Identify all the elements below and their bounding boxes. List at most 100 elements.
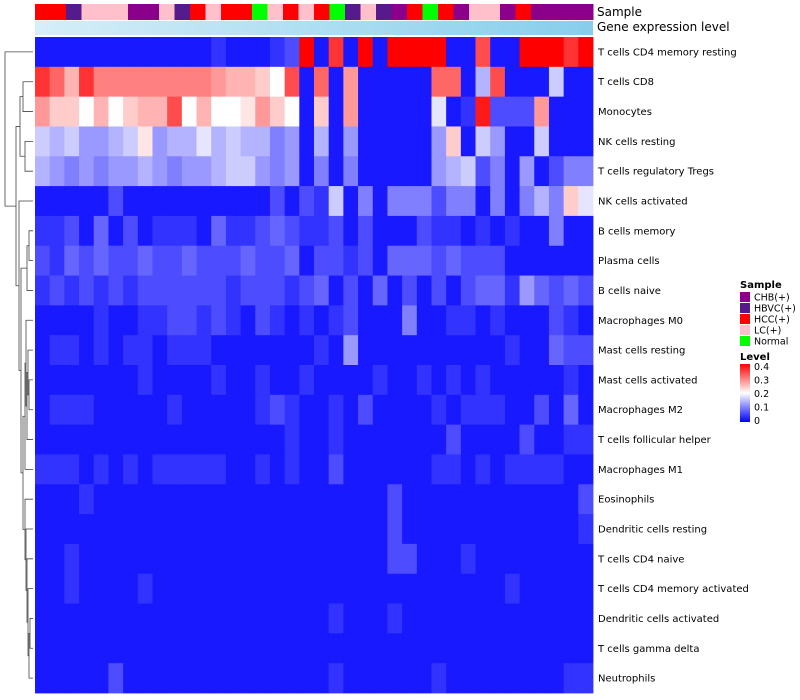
heatmap-cell [284, 215, 300, 247]
heatmap-cell [314, 96, 330, 127]
heatmap-cell [108, 66, 124, 98]
heatmap-cell [563, 573, 579, 604]
heatmap-cell [240, 484, 256, 515]
heatmap-cell [196, 603, 212, 634]
heatmap-cell [387, 454, 403, 485]
heatmap-cell [372, 424, 388, 455]
heatmap-cell [402, 335, 418, 366]
heatmap-cell [446, 394, 462, 426]
sample-legend: Sample CHB(+)HBVC(+)HCC(+)LC(+)Normal [740, 280, 796, 348]
heatmap-cell [299, 66, 315, 98]
heatmap-cell [240, 603, 256, 634]
heatmap-cell [372, 245, 388, 276]
heatmap-cell [314, 663, 330, 694]
row-label: T cells regulatory Tregs [597, 167, 714, 178]
heatmap-cell [35, 245, 51, 276]
heatmap-cell [343, 543, 359, 575]
heatmap-cell [314, 543, 330, 575]
heatmap-cell [255, 275, 271, 306]
heatmap-cell [269, 424, 286, 455]
heatmap-cell [519, 633, 535, 664]
heatmap-cell [328, 335, 344, 366]
heatmap-cell [519, 514, 535, 545]
heatmap-cell [211, 96, 227, 127]
heatmap-cell [79, 424, 95, 455]
heatmap-cell [35, 633, 51, 664]
heatmap-cell [314, 633, 330, 664]
heatmap-cell [167, 186, 183, 217]
heatmap-cell [534, 543, 550, 575]
heatmap-cell [299, 573, 315, 604]
heatmap-cell [475, 37, 491, 68]
heatmap-cell [519, 484, 535, 515]
heatmap-cell [137, 633, 153, 664]
heatmap-cell [79, 245, 95, 276]
heatmap-cell [240, 37, 256, 68]
row-label: B cells naive [598, 286, 661, 297]
heatmap-cell [93, 514, 109, 545]
heatmap-cell [49, 663, 65, 694]
heatmap-cell [93, 543, 109, 575]
heatmap-cell [196, 365, 212, 396]
heatmap-cell [64, 484, 80, 515]
heatmap-cell [446, 543, 462, 575]
heatmap-cell [475, 424, 491, 455]
heatmap-cell [93, 335, 109, 366]
sample-legend-swatch [740, 292, 750, 302]
heatmap-cell [460, 454, 476, 485]
heatmap-cell [519, 96, 535, 127]
heatmap-cell [181, 514, 197, 545]
sample-annotation-cell [314, 4, 330, 20]
heatmap-cell [137, 245, 153, 276]
heatmap-cell [416, 96, 432, 127]
heatmap-cell [578, 186, 594, 217]
heatmap-cell [79, 573, 95, 604]
heatmap-cell [299, 245, 315, 276]
heatmap-cell [402, 603, 418, 634]
heatmap-cell [225, 394, 241, 426]
sample-annotation-cell [500, 4, 516, 20]
sample-annotation-cell [112, 4, 129, 20]
heatmap-cell [167, 454, 183, 485]
heatmap-cell [79, 126, 95, 157]
heatmap-cell [519, 215, 535, 247]
heatmap-cell [490, 573, 506, 604]
heatmap-cell [387, 603, 403, 634]
sample-legend-title: Sample [740, 280, 782, 291]
heatmap-cell [196, 335, 212, 366]
sample-annotation-cell [453, 4, 470, 20]
heatmap-cell [446, 633, 462, 664]
sample-annotation-cell [329, 4, 346, 20]
heatmap-cell [519, 365, 535, 396]
heatmap-cell [255, 186, 271, 217]
heatmap-cell [196, 186, 212, 217]
heatmap-cell [49, 543, 65, 575]
heatmap-cell [548, 394, 565, 426]
heatmap-cell [79, 543, 95, 575]
heatmap-cell [93, 603, 109, 634]
heatmap-cell [137, 66, 153, 98]
heatmap-cell [358, 543, 374, 575]
heatmap-cell [211, 305, 227, 336]
heatmap-cell [137, 215, 153, 247]
heatmap-cell [64, 186, 80, 217]
heatmap-cell [358, 663, 374, 694]
heatmap-cell [64, 454, 80, 485]
heatmap-cell [431, 245, 447, 276]
heatmap-cell [490, 335, 506, 366]
heatmap-cell [211, 573, 227, 604]
heatmap-cell [108, 305, 124, 336]
heatmap-cell [123, 156, 139, 187]
heatmap-cell [387, 514, 403, 545]
heatmap-cell [49, 335, 65, 366]
heatmap-cell [563, 66, 579, 98]
heatmap-cell [240, 454, 256, 485]
heatmap-cell [49, 305, 65, 336]
heatmap-cell [284, 633, 300, 664]
heatmap-cell [402, 245, 418, 276]
heatmap-cell [534, 454, 550, 485]
heatmap-cell [372, 215, 388, 247]
heatmap-cell [328, 365, 344, 396]
heatmap-cell [49, 215, 65, 247]
